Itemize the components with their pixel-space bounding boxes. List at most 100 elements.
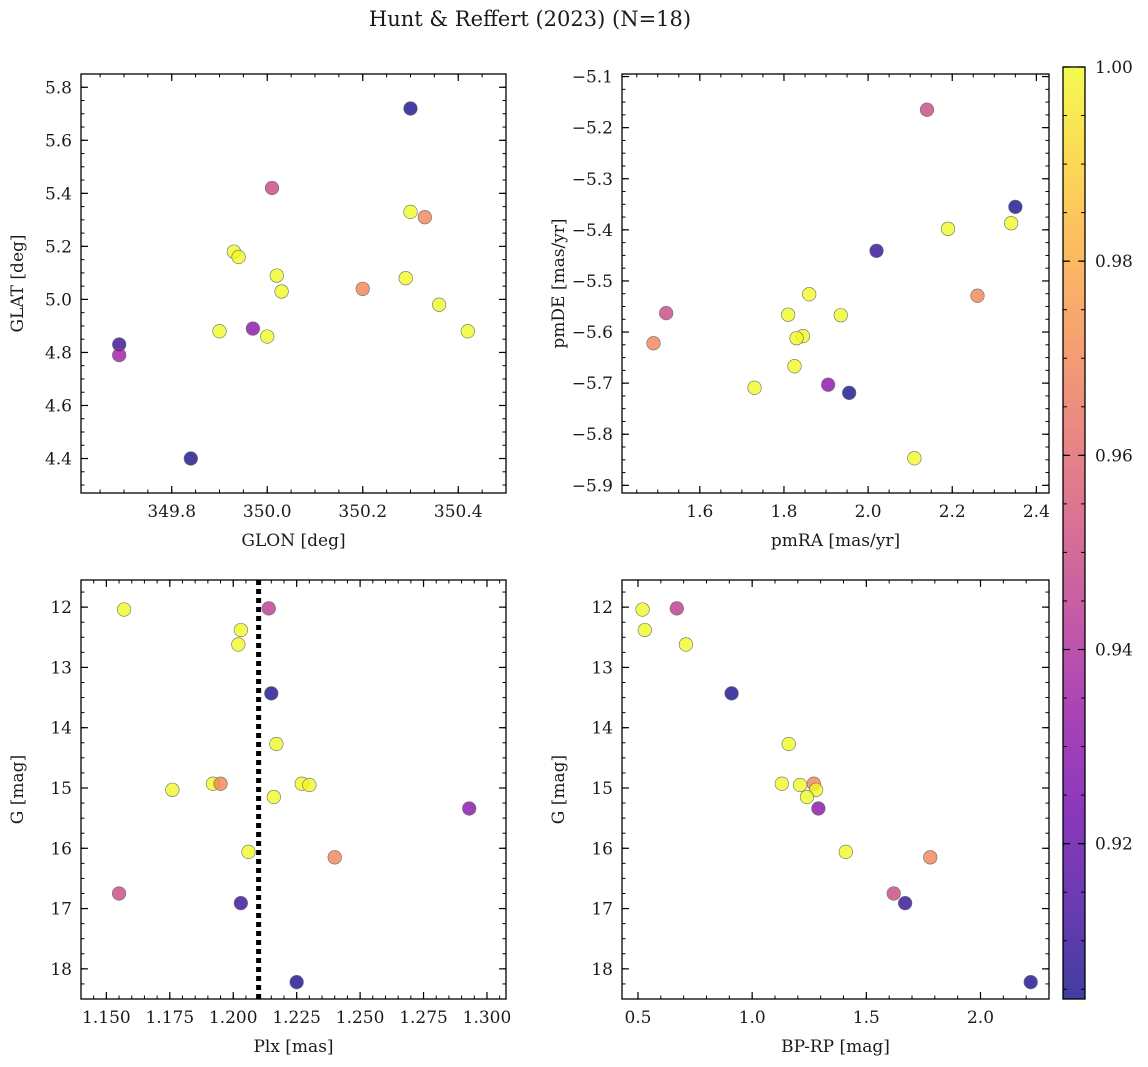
scatter-point — [302, 777, 317, 793]
scatter-points — [112, 101, 475, 466]
scatter-point — [289, 975, 304, 990]
y-tick-label: 4.4 — [45, 450, 72, 470]
x-tick-label: 2.2 — [939, 502, 966, 522]
scatter-point — [233, 622, 248, 638]
scatter-point — [398, 271, 413, 286]
scatter-point — [231, 637, 246, 652]
scatter-point — [241, 844, 256, 859]
scatter-point — [266, 789, 281, 805]
scatter-point — [793, 777, 808, 793]
x-tick-label: 1.225 — [272, 1008, 321, 1028]
scatter-point — [165, 782, 180, 797]
scatter-point — [274, 284, 289, 299]
axes-frame — [80, 579, 507, 1000]
y-tick-label: 12 — [50, 598, 72, 618]
x-tick-label: 350.4 — [434, 502, 483, 522]
x-tick-label: 1.250 — [336, 1008, 385, 1028]
x-tick-label: 1.150 — [82, 1008, 131, 1028]
scatter-point — [923, 850, 938, 865]
scatter-point — [724, 686, 739, 701]
x-tick-label: 350.2 — [338, 502, 387, 522]
x-tick-label: 2.0 — [855, 502, 882, 522]
scatter-point — [269, 736, 284, 752]
scatter-points — [646, 102, 1023, 466]
x-tick-label: 1.6 — [686, 502, 713, 522]
scatter-point — [1023, 975, 1038, 990]
y-tick-label: 16 — [50, 839, 72, 859]
scatter-point — [970, 288, 985, 303]
x-tick-label: 1.5 — [853, 1008, 880, 1028]
scatter-point — [774, 776, 789, 791]
scatter-point — [183, 451, 198, 466]
x-tick-label: 1.175 — [145, 1008, 194, 1028]
panel-3: 1.150 1.175 1.200 1.225 1.250 1.275 1.300 12 13 1… — [8, 579, 511, 1057]
colorbar-tick-label: 0.94 — [1095, 641, 1133, 661]
y-tick-label: −5.7 — [572, 374, 613, 394]
colorbar: 1.00 0.98 0.96 0.94 0.92 — [1062, 58, 1133, 1000]
scatter-point — [659, 306, 674, 321]
scatter-point — [212, 324, 227, 339]
axes-frame — [80, 73, 507, 494]
scatter-point — [117, 602, 132, 617]
y-axis-label: G [mag] — [8, 755, 28, 824]
x-tick-label: 350.0 — [243, 502, 292, 522]
y-tick-label: −5.9 — [572, 476, 613, 496]
y-tick-label: 13 — [591, 658, 613, 678]
y-tick-label: 17 — [591, 900, 613, 920]
colorbar-tick-label: 0.92 — [1095, 835, 1133, 855]
y-tick-label: 16 — [591, 839, 613, 859]
axis-ticks — [80, 580, 506, 1000]
scatter-point — [898, 896, 913, 911]
y-tick-label: 14 — [591, 719, 613, 739]
scatter-point — [355, 281, 370, 296]
y-tick-label: 13 — [50, 658, 72, 678]
scatter-point — [940, 221, 956, 236]
scatter-point — [111, 886, 127, 901]
scatter-point — [787, 359, 802, 374]
scatter-point — [646, 336, 661, 351]
scatter-point — [260, 329, 275, 344]
scatter-point — [669, 601, 684, 616]
scatter-point — [403, 101, 418, 116]
scatter-point — [838, 844, 853, 859]
y-tick-label: 5.2 — [45, 237, 72, 257]
y-tick-label: 15 — [50, 779, 72, 799]
panel-4: 0.5 1.0 1.5 2.0 12 13 14 15 16 17 18 BP-RP [mag] G [… — [549, 579, 1050, 1057]
axis-ticks — [622, 580, 1050, 1000]
y-axis-label: pmDE [mas/yr] — [549, 218, 569, 348]
x-tick-label: 1.0 — [739, 1008, 766, 1028]
y-tick-label: 12 — [591, 598, 613, 618]
axes-frame — [621, 73, 1050, 494]
scatter-point — [245, 321, 261, 336]
scatter-point — [460, 324, 475, 339]
y-tick-label: 5.6 — [45, 131, 72, 151]
scatter-point — [781, 736, 796, 752]
x-tick-label: 2.0 — [967, 1008, 994, 1028]
y-tick-label: −5.6 — [572, 323, 613, 343]
y-tick-label: 5.4 — [45, 184, 72, 204]
scatter-point — [264, 180, 280, 196]
x-tick-label: 0.5 — [624, 1008, 651, 1028]
y-tick-label: 15 — [591, 779, 613, 799]
scatter-point — [811, 801, 826, 816]
scatter-point — [1008, 199, 1023, 214]
scatter-point — [842, 385, 857, 400]
scatter-point — [635, 602, 650, 617]
y-tick-label: −5.4 — [572, 221, 613, 241]
scatter-point — [678, 637, 694, 652]
y-tick-label: 14 — [50, 719, 72, 739]
y-tick-label: 18 — [591, 960, 613, 980]
x-tick-label: 1.200 — [209, 1008, 258, 1028]
panel-1: 349.8 350.0 350.2 350.4 4.4 4.6 4.8 5.0 5.2 5.4 5.… — [8, 73, 507, 551]
scatter-point — [327, 850, 342, 865]
y-tick-label: −5.2 — [572, 119, 613, 139]
scatter-point — [213, 776, 228, 791]
scatter-point — [417, 210, 432, 225]
colorbar-tick-label: 1.00 — [1095, 58, 1133, 78]
scatter-point — [269, 268, 284, 283]
scatter-point — [869, 243, 884, 258]
scatter-point — [821, 377, 836, 392]
x-axis-label: BP-RP [mag] — [781, 1037, 890, 1057]
y-tick-label: 4.8 — [45, 343, 72, 363]
colorbar-tick-label: 0.96 — [1095, 446, 1133, 466]
